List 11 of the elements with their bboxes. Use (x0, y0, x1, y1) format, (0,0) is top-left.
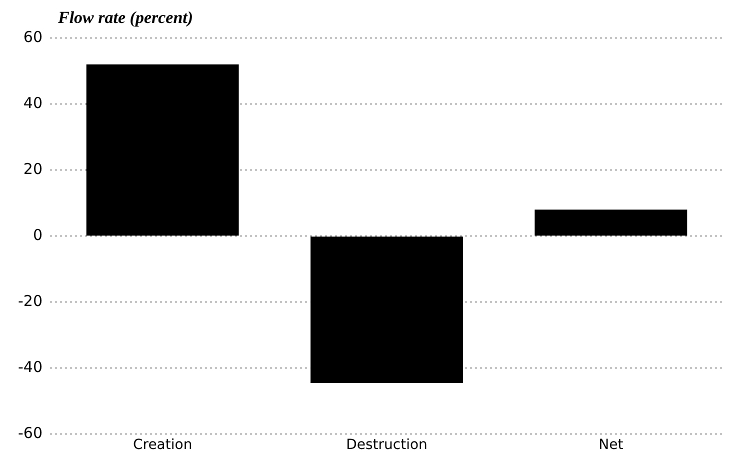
y-tick-label: 40 (23, 94, 42, 112)
y-tick-label: -60 (18, 424, 42, 442)
y-tick-label: 60 (23, 28, 42, 46)
y-tick-label: -40 (18, 358, 42, 376)
y-tick-label: 0 (32, 226, 42, 244)
y-tick-label: 20 (23, 160, 42, 178)
x-tick-label: Creation (132, 437, 192, 454)
x-tick-label: Net (598, 437, 624, 454)
y-axis-title: Flow rate (percent) (57, 8, 194, 27)
y-tick-label: -20 (18, 292, 42, 310)
x-tick-label: Destruction (346, 437, 428, 454)
